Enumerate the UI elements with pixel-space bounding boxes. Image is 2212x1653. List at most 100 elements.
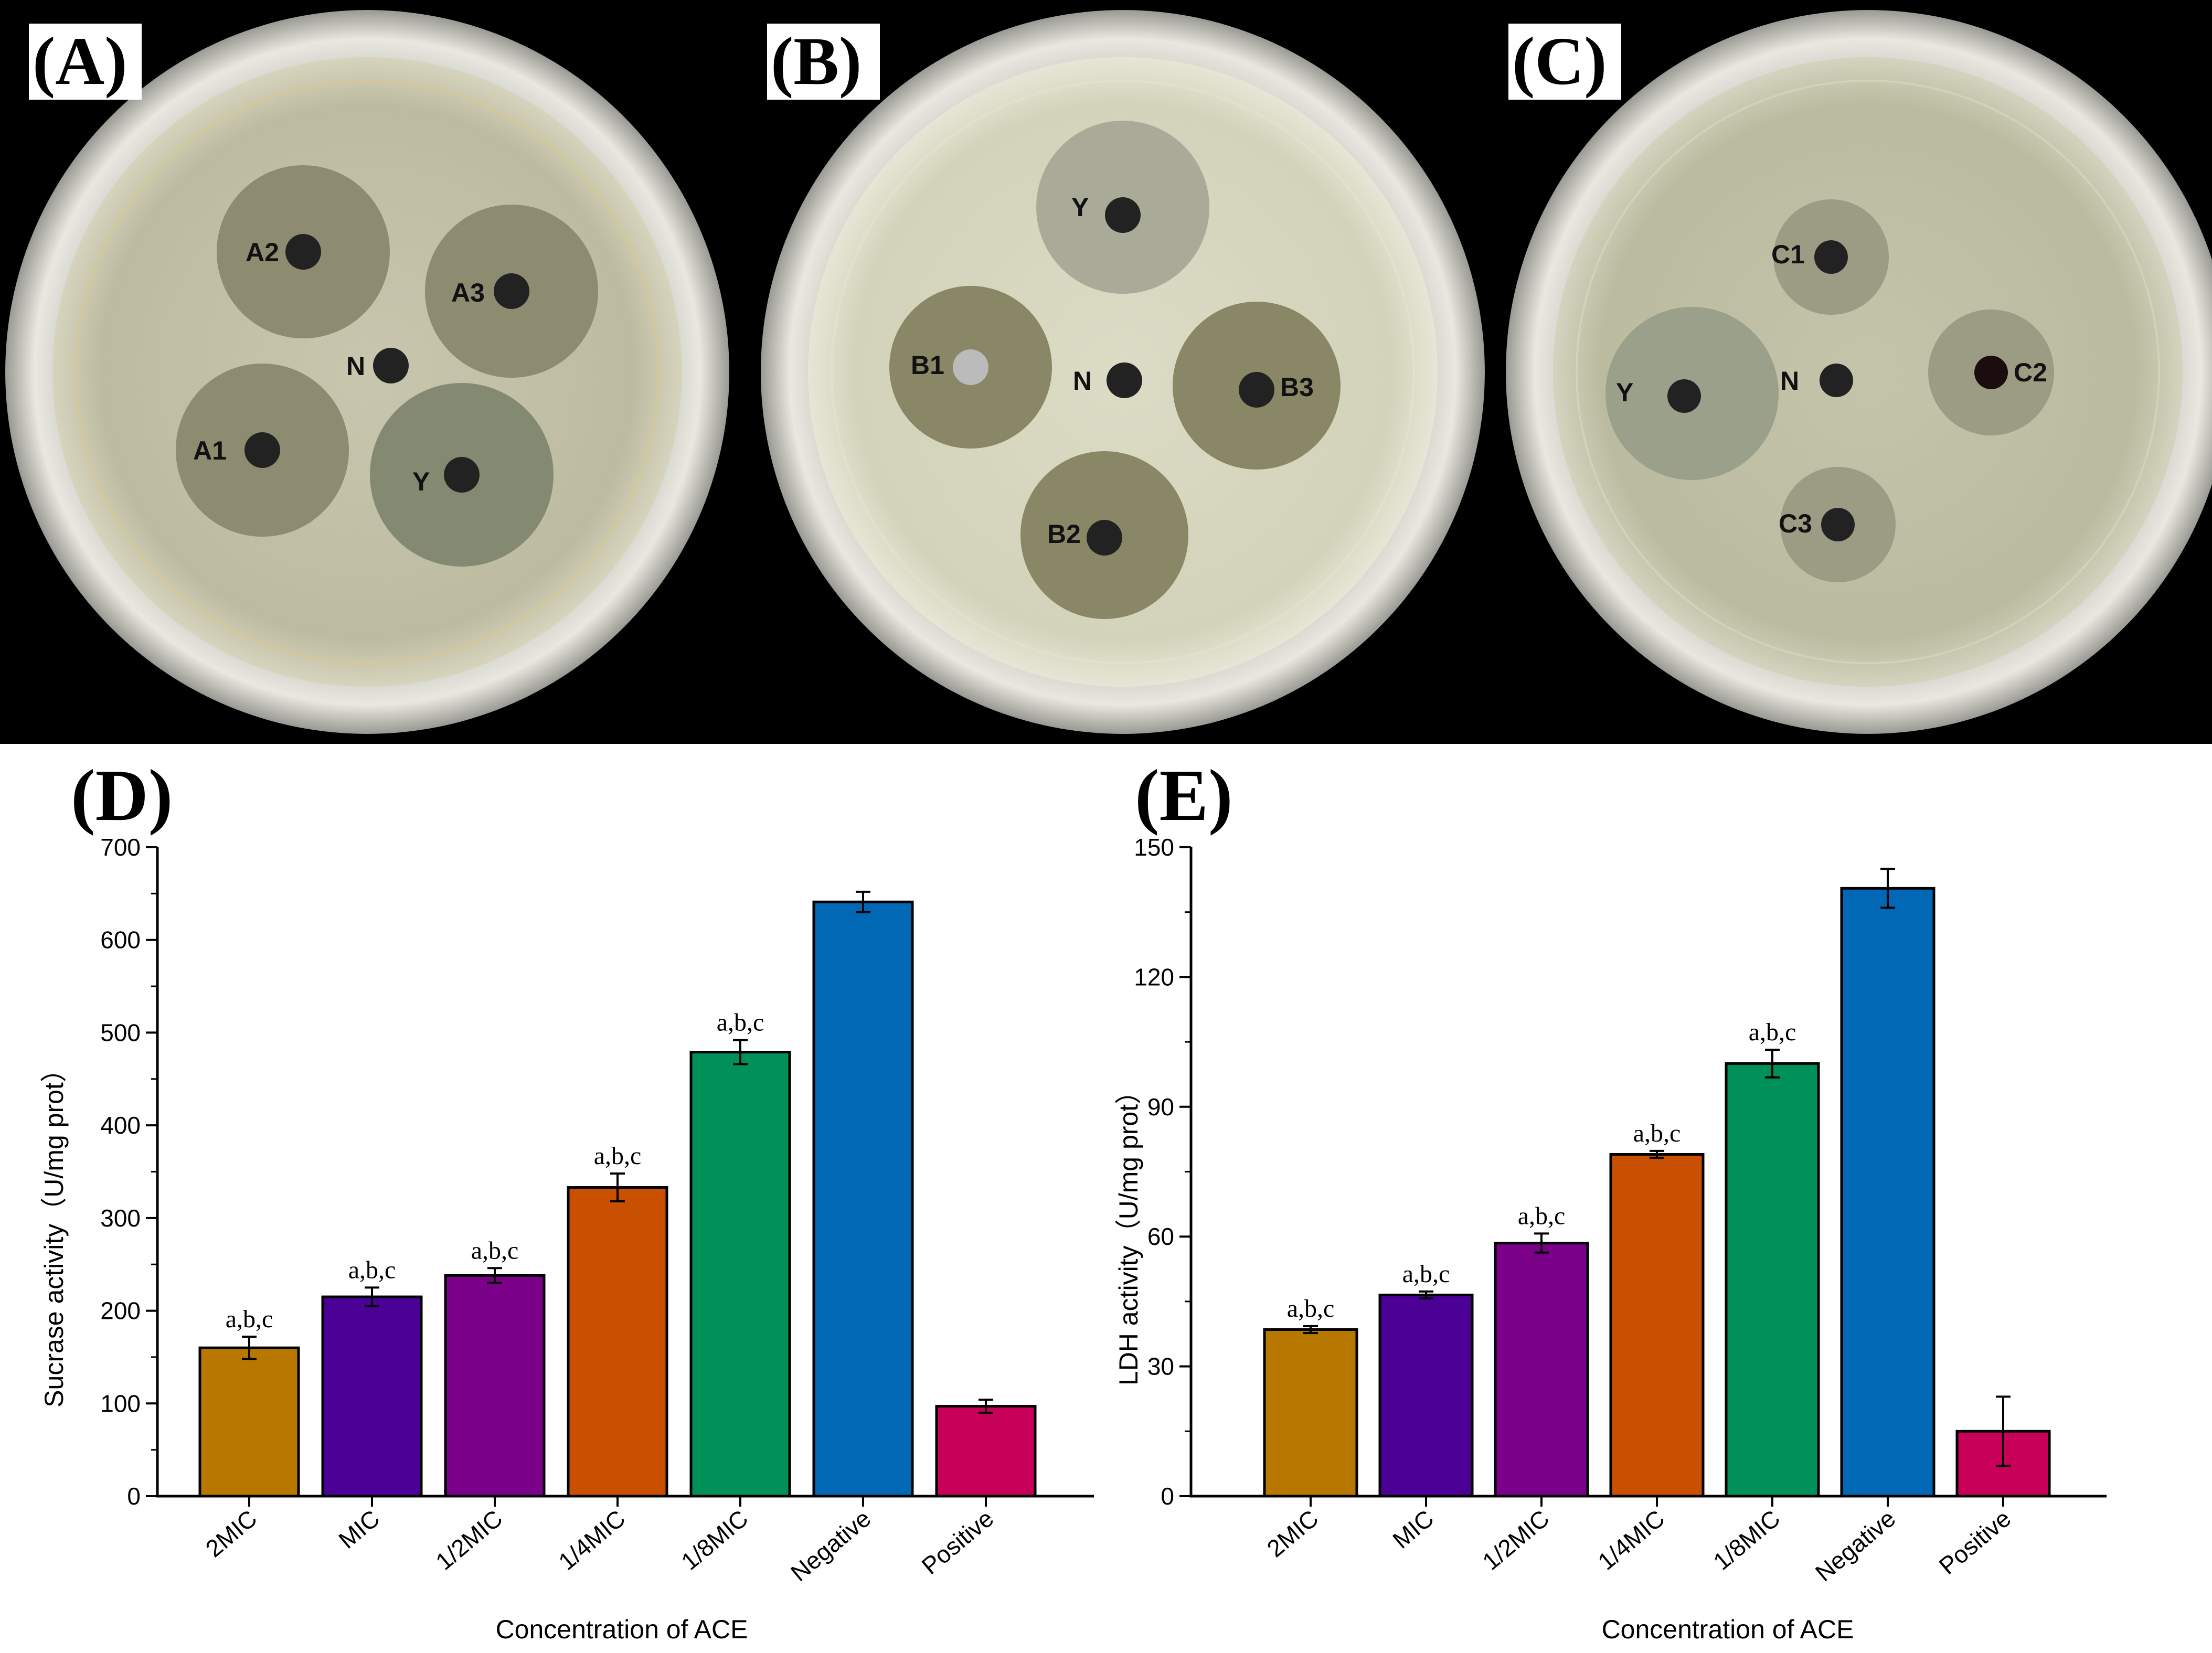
x-tick-label: Negative xyxy=(1810,1505,1901,1587)
well xyxy=(285,234,321,270)
svg-text:(C): (C) xyxy=(1512,24,1607,99)
x-tick-label: 1/2MIC xyxy=(1477,1505,1554,1575)
well xyxy=(953,349,988,385)
well-label: Y xyxy=(1616,378,1633,407)
well-label: C2 xyxy=(2014,358,2047,387)
significance-label: a,b,c xyxy=(594,1142,642,1170)
well-label: Y xyxy=(412,467,430,496)
well-label: B2 xyxy=(1047,519,1081,549)
bar-mic xyxy=(321,1295,423,1498)
y-tick-label: 600 xyxy=(100,926,141,954)
well xyxy=(373,348,409,383)
well xyxy=(1974,356,2008,389)
well-label: B3 xyxy=(1280,372,1314,402)
plate-c: C1 Y N C2 C3 xyxy=(1506,10,2212,734)
y-tick-label: 0 xyxy=(1161,1483,1174,1510)
well-label: A2 xyxy=(246,238,279,267)
x-tick-label: 1/4MIC xyxy=(1592,1505,1669,1575)
x-tick-label: Negative xyxy=(785,1505,876,1587)
ldh-activity-chart: (E) 0 30 60 90 120 150 a,b,c 2MIC a,b,c MIC a,b,c 1… xyxy=(1114,755,2107,1644)
plate-b: Y B1 N B3 B2 xyxy=(761,10,1485,734)
x-tick-label: 2MIC xyxy=(1262,1505,1324,1562)
panel-label-a: (A) xyxy=(29,24,142,100)
well-label: A1 xyxy=(193,436,227,465)
x-tick-label: 1/8MIC xyxy=(676,1505,753,1575)
plot-area: 0 30 60 90 120 150 a,b,c 2MIC a,b,c MIC a,b,c 1/2MI… xyxy=(1134,834,2107,1586)
y-tick-label: 90 xyxy=(1147,1093,1174,1121)
significance-label: a,b,c xyxy=(1402,1260,1450,1288)
significance-label: a,b,c xyxy=(1633,1119,1681,1147)
x-axis-title: Concentration of ACE xyxy=(1602,1615,1854,1644)
panel-label-e: (E) xyxy=(1135,755,1233,836)
well xyxy=(1821,508,1855,541)
y-axis-title: Sucrase activity（U/mg prot） xyxy=(39,1056,69,1407)
y-tick-label: 700 xyxy=(100,834,141,861)
panel-label-b: (B) xyxy=(767,24,880,100)
well xyxy=(494,273,529,309)
agar-plate-photos: A2 A3 N A1 Y Y B1 N B3 B2 xyxy=(0,0,2212,744)
x-tick-label: Positive xyxy=(1934,1505,2016,1580)
well xyxy=(1105,197,1141,233)
well-label: N xyxy=(1780,366,1799,396)
significance-label: a,b,c xyxy=(471,1236,519,1264)
well xyxy=(1814,240,1848,274)
well-label: B1 xyxy=(911,350,944,380)
well xyxy=(244,432,280,468)
y-tick-label: 30 xyxy=(1147,1353,1174,1380)
y-tick-label: 500 xyxy=(100,1019,141,1046)
svg-text:(A): (A) xyxy=(33,24,127,99)
y-tick-label: 300 xyxy=(100,1204,141,1232)
well xyxy=(1107,362,1142,398)
well xyxy=(444,457,480,493)
x-tick-label: 1/2MIC xyxy=(430,1505,507,1575)
bar-1-4mic xyxy=(1609,1153,1705,1498)
y-axis-title: LDH activity（U/mg prot） xyxy=(1114,1078,1143,1385)
bar-negative xyxy=(1840,887,1936,1498)
y-tick-label: 60 xyxy=(1147,1223,1174,1250)
panel-label-d: (D) xyxy=(71,755,173,836)
bar-mic xyxy=(1378,1294,1474,1498)
well-label: Y xyxy=(1071,193,1089,222)
well-label: A3 xyxy=(451,278,485,307)
x-tick-label: 1/4MIC xyxy=(553,1505,630,1575)
well-label: N xyxy=(1073,366,1092,396)
bar-1-8mic xyxy=(689,1051,791,1498)
significance-label: a,b,c xyxy=(1749,1018,1796,1046)
significance-label: a,b,c xyxy=(1518,1202,1566,1230)
well xyxy=(1667,379,1701,413)
x-tick-label: 2MIC xyxy=(200,1505,262,1562)
bar-1-8mic xyxy=(1725,1062,1820,1498)
bar-2mic xyxy=(1263,1328,1358,1498)
well-label: C1 xyxy=(1771,240,1805,269)
well-label: C3 xyxy=(1779,509,1812,538)
y-tick-label: 400 xyxy=(100,1112,141,1139)
well xyxy=(1820,364,1853,397)
y-tick-label: 200 xyxy=(100,1297,141,1325)
bar-negative xyxy=(812,900,914,1498)
y-tick-label: 0 xyxy=(127,1483,141,1510)
y-tick-label: 150 xyxy=(1134,834,1174,861)
x-tick-label: 1/8MIC xyxy=(1708,1505,1785,1575)
panel-label-c: (C) xyxy=(1508,24,1621,100)
x-tick-label: MIC xyxy=(333,1505,385,1554)
plot-area: 0 100 200 300 400 500 600 700 a,b,c 2MIC a,b,c MIC a… xyxy=(100,834,1094,1586)
svg-text:(B): (B) xyxy=(771,24,862,99)
significance-label: a,b,c xyxy=(717,1009,764,1037)
bar-1-4mic xyxy=(567,1186,668,1498)
y-tick-label: 100 xyxy=(100,1390,141,1417)
well xyxy=(1239,372,1274,408)
significance-label: a,b,c xyxy=(1287,1295,1335,1323)
significance-label: a,b,c xyxy=(348,1256,396,1284)
plate-a: A2 A3 N A1 Y xyxy=(5,10,729,734)
well-label: N xyxy=(346,351,365,381)
x-tick-label: MIC xyxy=(1387,1505,1439,1554)
bar-positive xyxy=(935,1405,1037,1498)
x-axis-title: Concentration of ACE xyxy=(496,1615,748,1644)
significance-label: a,b,c xyxy=(226,1305,273,1333)
x-tick-label: Positive xyxy=(917,1505,999,1580)
y-tick-label: 120 xyxy=(1134,963,1174,990)
bar-2mic xyxy=(198,1346,300,1498)
sucrase-activity-chart: (D) 0 100 200 300 400 500 600 700 a,b,c 2MIC a,b,c… xyxy=(39,755,1094,1644)
bar-1-2mic xyxy=(444,1274,546,1498)
well xyxy=(1087,520,1122,556)
